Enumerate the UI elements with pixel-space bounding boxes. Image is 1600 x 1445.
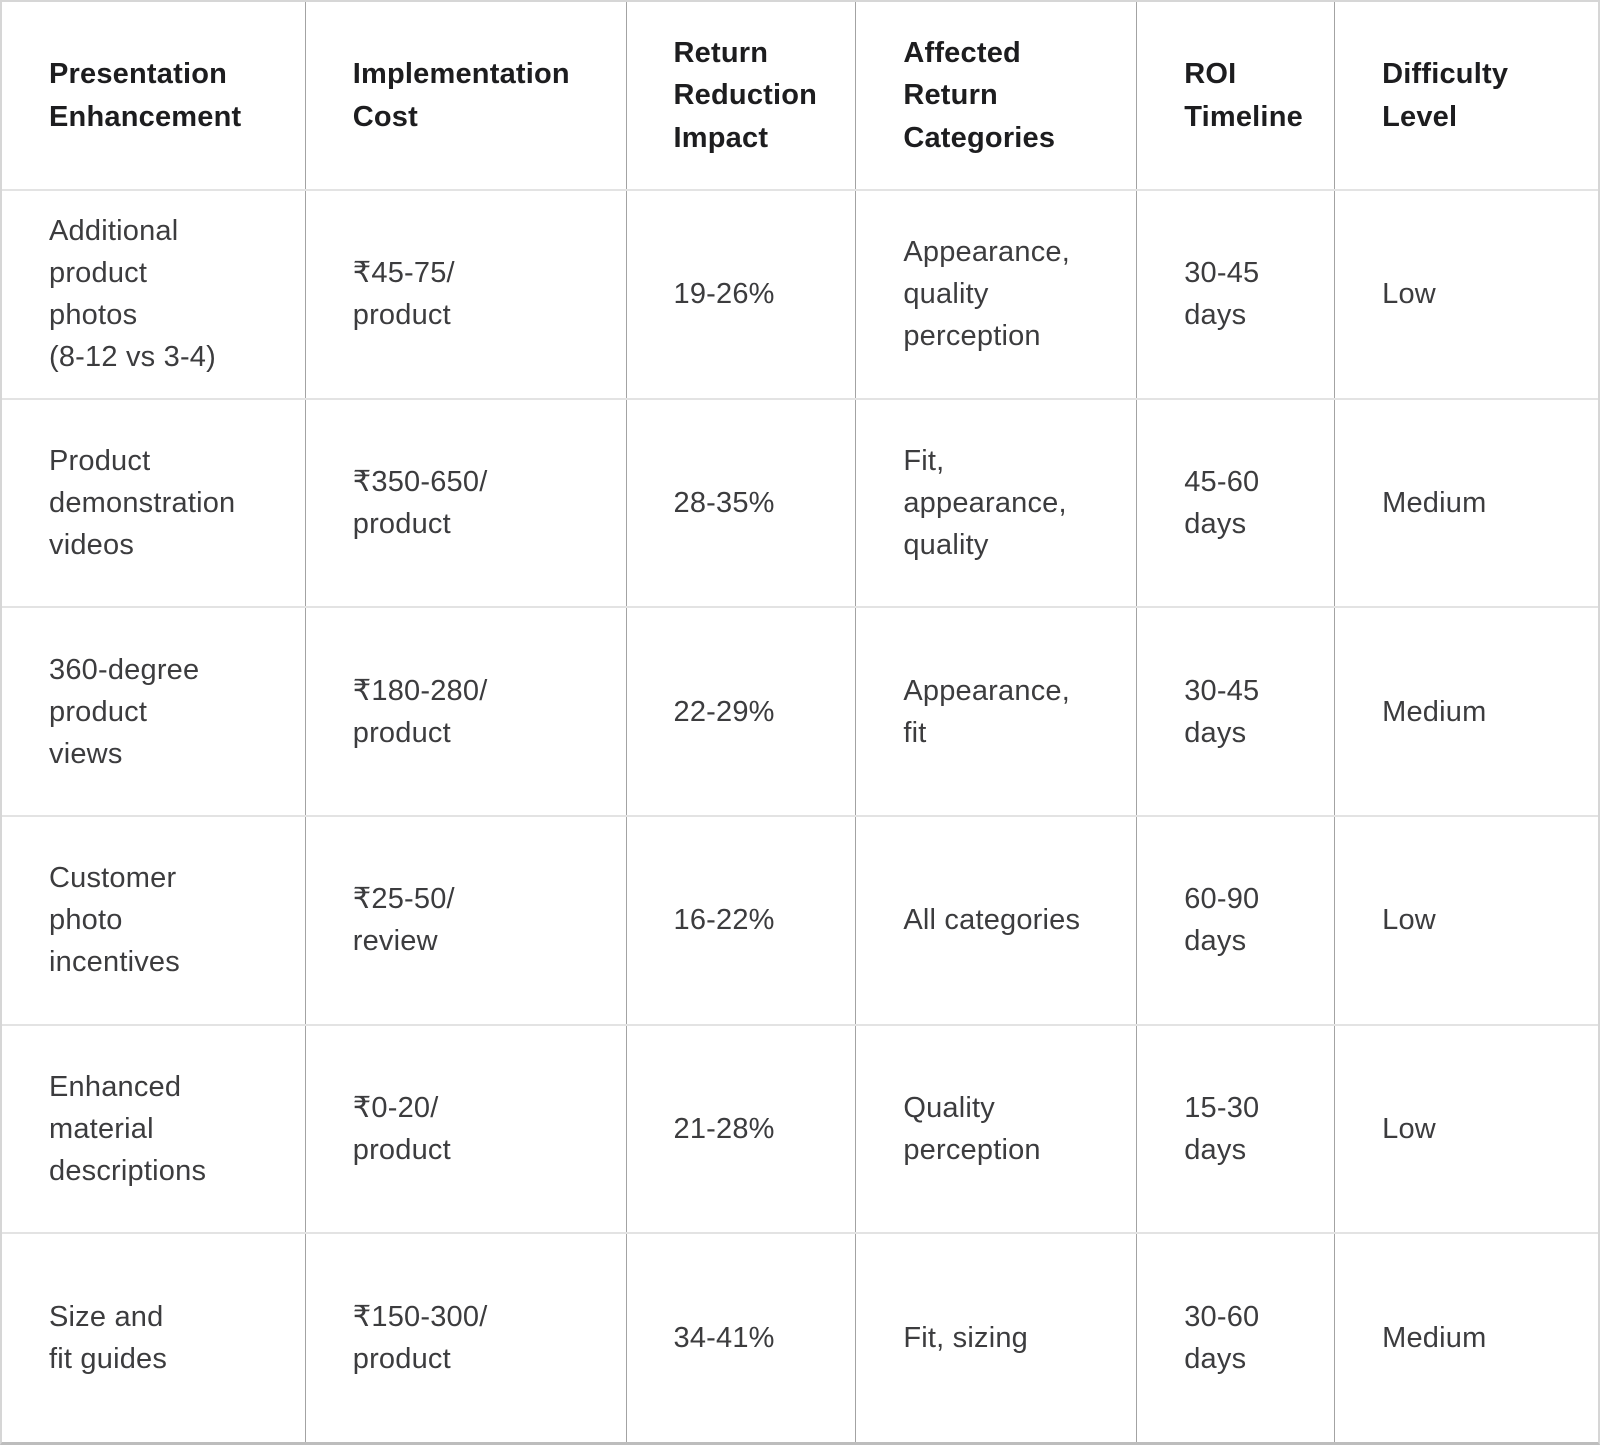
table-row: Customer photo incentives ₹25-50/ review… (2, 815, 1598, 1026)
cell-impact: 22-29% (625, 607, 856, 817)
cell-timeline: 30-45 days (1136, 607, 1335, 817)
cell-timeline: 15-30 days (1136, 1024, 1335, 1235)
cell-enhancement: Customer photo incentives (2, 815, 306, 1026)
cell-timeline: 30-45 days (1136, 190, 1335, 400)
cell-categories: Appearance, fit (855, 607, 1137, 817)
cell-impact: 34-41% (625, 1233, 856, 1442)
cell-cost: ₹45-75/ product (304, 190, 627, 400)
column-header-presentation-enhancement: Presentation Enhancement (2, 2, 306, 191)
cell-cost: ₹0-20/ product (304, 1024, 627, 1235)
cell-categories: Fit, sizing (855, 1233, 1137, 1442)
cell-difficulty: Medium (1334, 398, 1598, 609)
cell-categories: Quality perception (855, 1024, 1137, 1235)
header-row: Presentation Enhancement Implementation … (2, 2, 1598, 191)
table-row: Additional product photos (8-12 vs 3-4) … (2, 190, 1598, 400)
table-body: Additional product photos (8-12 vs 3-4) … (2, 190, 1598, 1442)
cell-enhancement: Additional product photos (8-12 vs 3-4) (2, 190, 306, 400)
column-header-implementation-cost: Implementation Cost (304, 2, 627, 191)
cell-difficulty: Medium (1334, 1233, 1598, 1442)
column-header-roi-timeline: ROI Timeline (1136, 2, 1335, 191)
column-header-affected-return-categories: Affected Return Categories (855, 2, 1137, 191)
cell-impact: 19-26% (625, 190, 856, 400)
table-header: Presentation Enhancement Implementation … (2, 2, 1598, 191)
cell-enhancement: Enhanced material descriptions (2, 1024, 306, 1235)
cell-categories: Fit, appearance, quality (855, 398, 1137, 609)
cell-cost: ₹180-280/ product (304, 607, 627, 817)
cell-timeline: 45-60 days (1136, 398, 1335, 609)
cell-categories: Appearance, quality perception (855, 190, 1137, 400)
cell-categories: All categories (855, 815, 1137, 1026)
cell-difficulty: Medium (1334, 607, 1598, 817)
cell-enhancement: Product demonstration videos (2, 398, 306, 609)
cell-impact: 16-22% (625, 815, 856, 1026)
cell-timeline: 30-60 days (1136, 1233, 1335, 1442)
cell-difficulty: Low (1334, 1024, 1598, 1235)
column-header-difficulty-level: Difficulty Level (1334, 2, 1598, 191)
table-row: 360-degree product views ₹180-280/ produ… (2, 607, 1598, 817)
cell-impact: 21-28% (625, 1024, 856, 1235)
cell-cost: ₹25-50/ review (304, 815, 627, 1026)
cell-cost: ₹350-650/ product (304, 398, 627, 609)
cell-difficulty: Low (1334, 815, 1598, 1026)
cell-cost: ₹150-300/ product (304, 1233, 627, 1442)
cell-timeline: 60-90 days (1136, 815, 1335, 1026)
column-header-return-reduction-impact: Return Reduction Impact (625, 2, 856, 191)
table-row: Enhanced material descriptions ₹0-20/ pr… (2, 1024, 1598, 1235)
cell-impact: 28-35% (625, 398, 856, 609)
cell-enhancement: 360-degree product views (2, 607, 306, 817)
cell-difficulty: Low (1334, 190, 1598, 400)
table-row: Size and fit guides ₹150-300/ product 34… (2, 1233, 1598, 1442)
table-row: Product demonstration videos ₹350-650/ p… (2, 398, 1598, 609)
cell-enhancement: Size and fit guides (49, 1301, 168, 1376)
